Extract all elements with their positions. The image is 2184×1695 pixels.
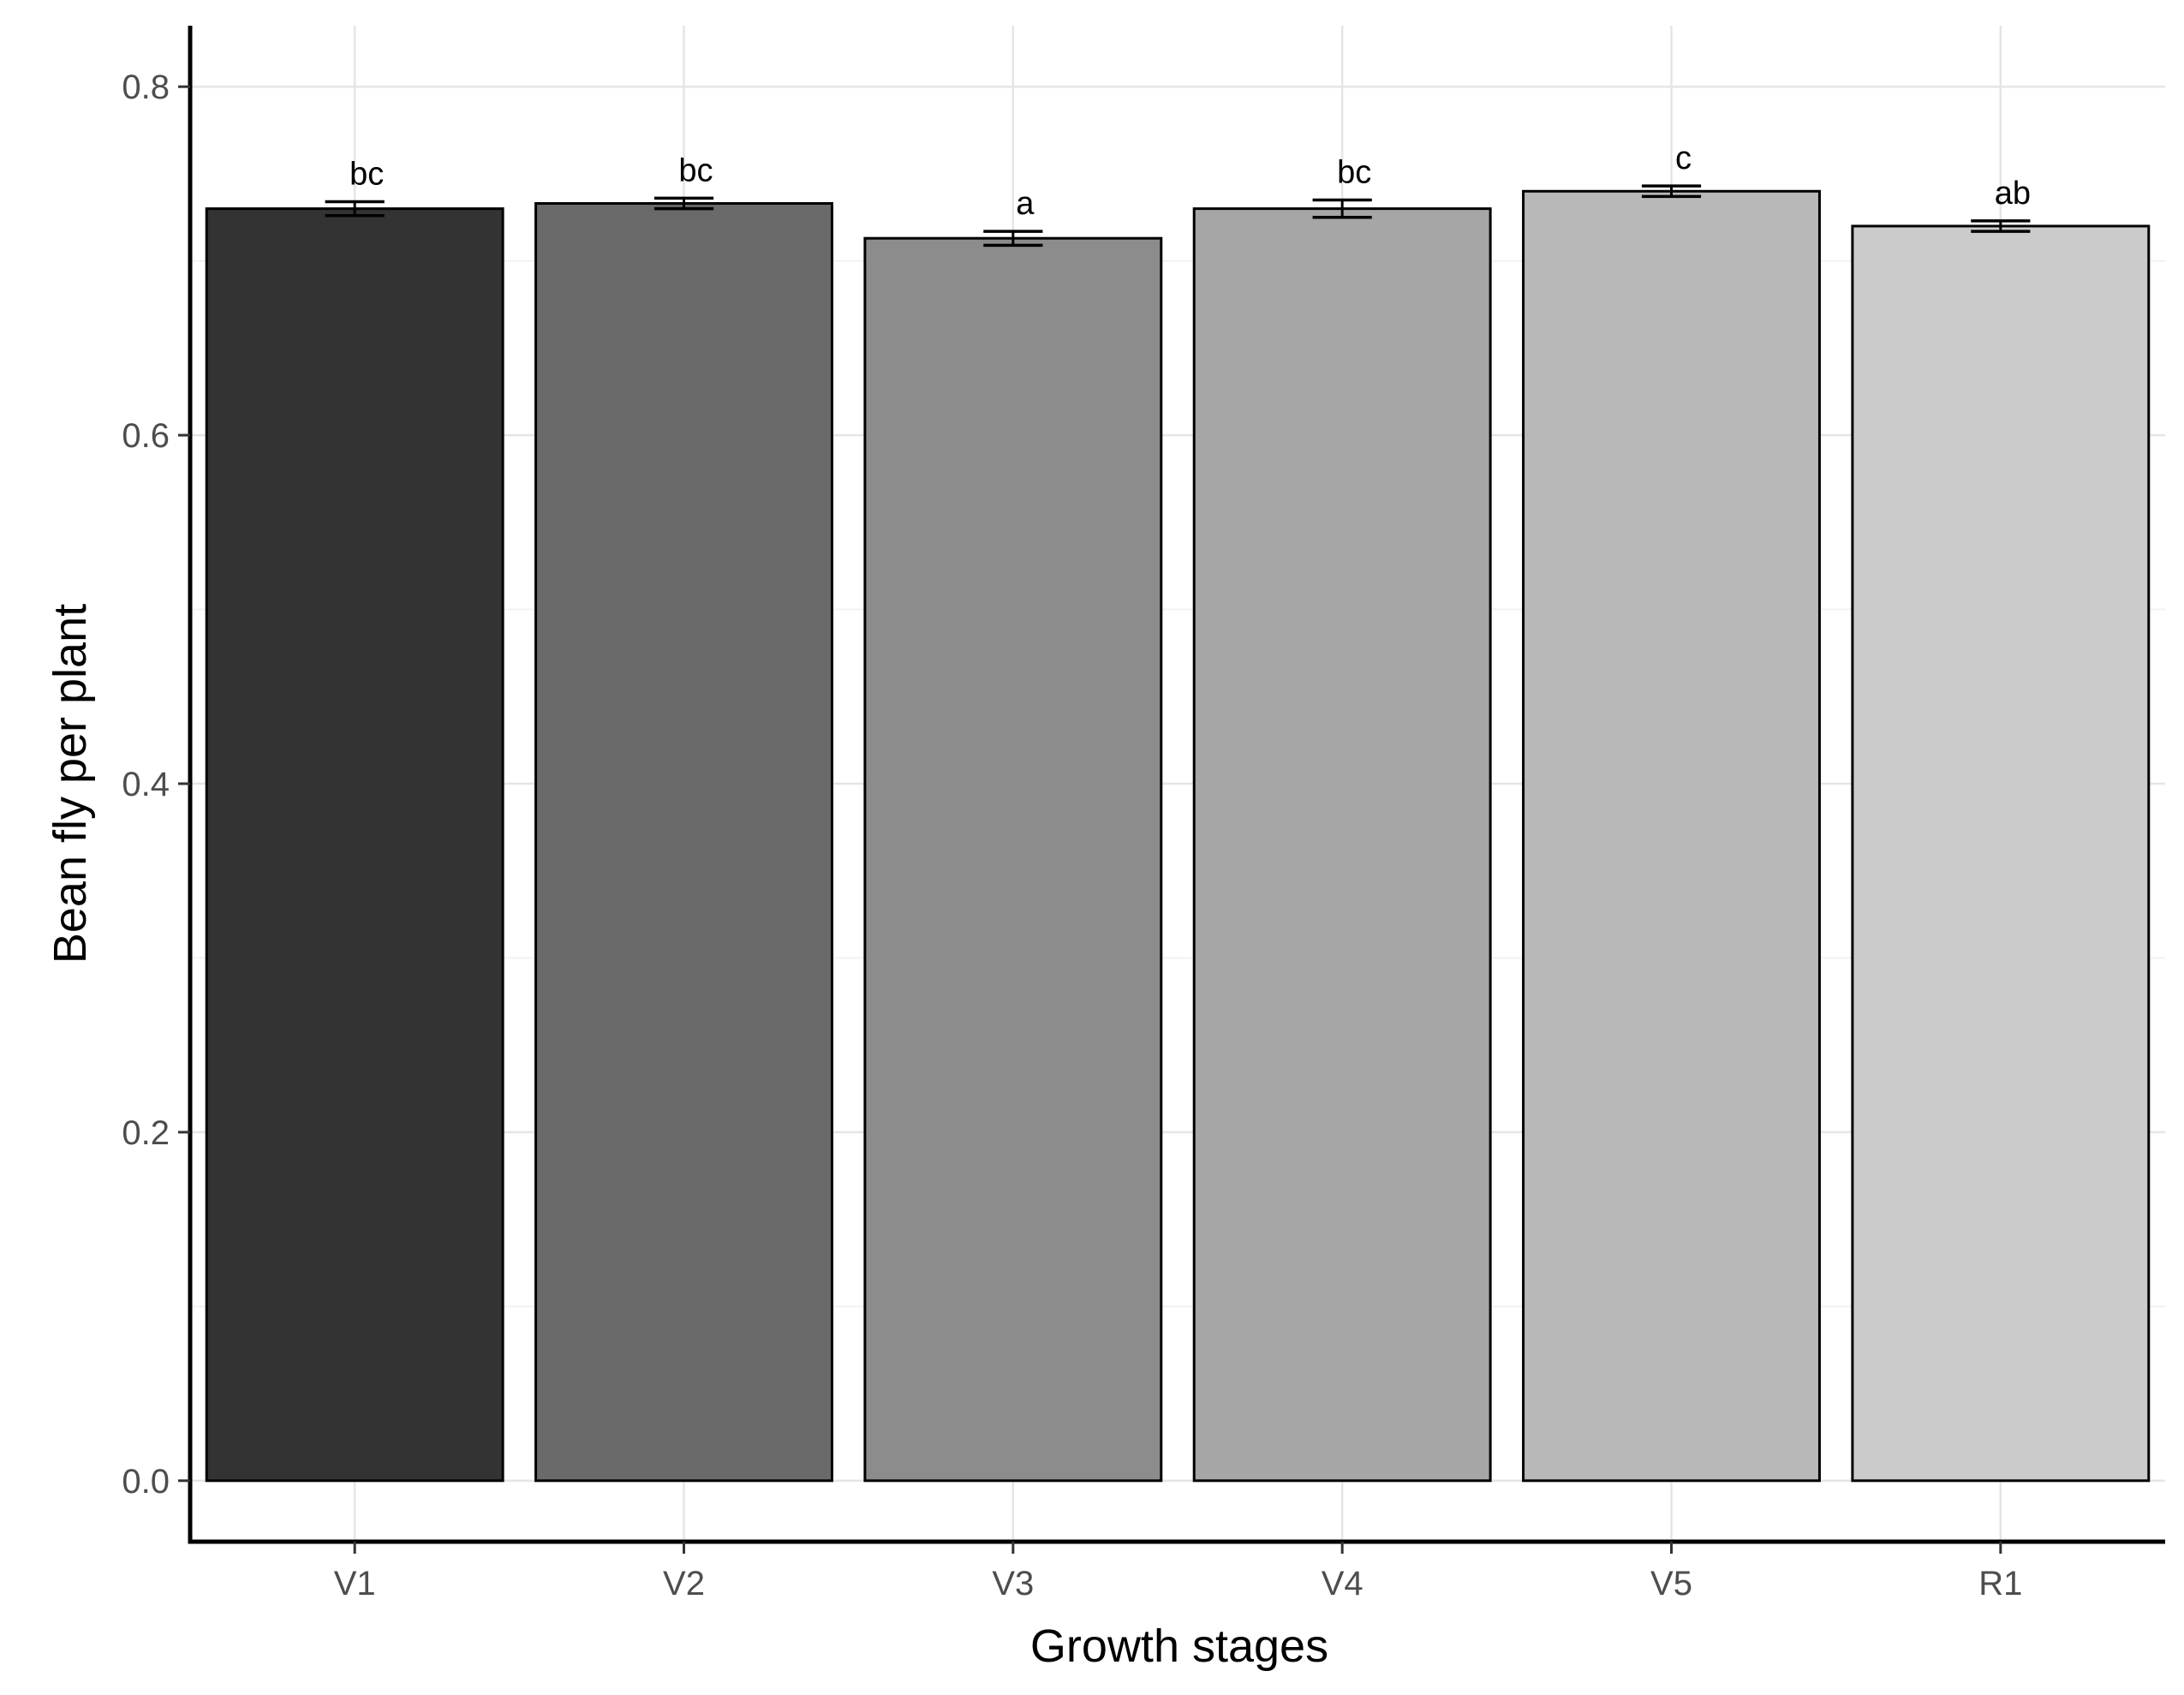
error-bar-v1 [325, 200, 385, 218]
y-tick-label: 0.0 [122, 1463, 170, 1501]
bar-v4 [1192, 207, 1492, 1483]
x-tick-label-v5: V5 [1650, 1565, 1692, 1602]
significance-label-v2: bc [678, 152, 713, 188]
bar-r1 [1851, 224, 2151, 1483]
y-tick-label: 0.2 [122, 1114, 170, 1152]
error-bar-r1 [1971, 219, 2031, 233]
error-bar-v2 [653, 196, 714, 211]
x-tick-label-v4: V4 [1322, 1565, 1364, 1602]
significance-label-v4: bc [1337, 154, 1371, 190]
y-tick-label: 0.4 [122, 766, 170, 803]
bar-v5 [1522, 189, 1821, 1483]
bars [205, 189, 2151, 1483]
x-tick-label-v2: V2 [663, 1565, 705, 1602]
y-axis-title: Bean fly per plant [45, 604, 96, 964]
significance-label-v5: c [1675, 140, 1692, 176]
y-tick-label: 0.8 [122, 69, 170, 106]
y-tick-label: 0.6 [122, 417, 170, 455]
x-tick-label-v1: V1 [334, 1565, 376, 1602]
bar-v3 [863, 236, 1163, 1483]
tick-labels: 0.0 0.2 0.4 0.6 0.8 V1 V2 V3 V4 V5 R1 [122, 69, 2022, 1602]
significance-label-v3: a [1016, 186, 1035, 222]
x-tick-label-v3: V3 [992, 1565, 1034, 1602]
error-bar-v5 [1641, 184, 1702, 199]
error-bars [325, 184, 2031, 248]
error-bar-v3 [983, 230, 1043, 248]
significance-label-r1: ab [1995, 176, 2031, 212]
x-axis-title: Growth stages [1030, 1620, 1328, 1672]
x-tick-label-r1: R1 [1978, 1565, 2022, 1602]
error-bar-v4 [1312, 198, 1372, 219]
bar-v1 [205, 207, 504, 1483]
bar-v2 [534, 202, 833, 1483]
significance-label-v1: bc [349, 156, 384, 192]
significance-labels: bc bc a bc c ab [349, 140, 2031, 222]
